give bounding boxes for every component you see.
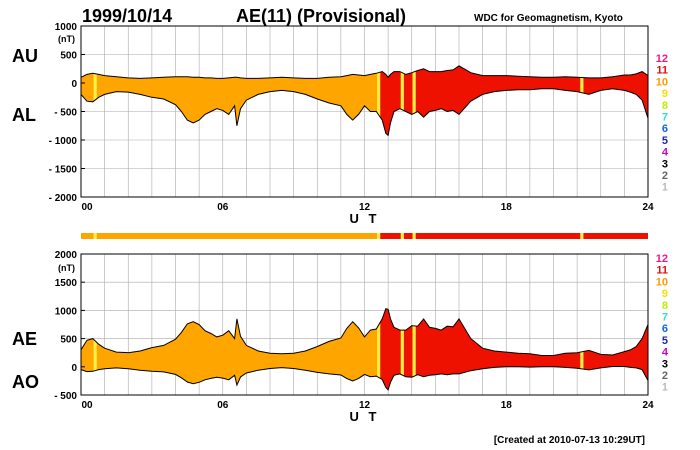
ae-ao-fill-low xyxy=(81,308,379,390)
activity-bar-stripe xyxy=(93,233,97,239)
date-title: 1999/10/14 xyxy=(82,6,172,26)
legend-station-count: 11 xyxy=(656,265,668,277)
activity-bar-low xyxy=(81,233,379,239)
au-label: AU xyxy=(12,46,38,66)
legend-station-count: 5 xyxy=(662,135,668,147)
data-highlight-stripe xyxy=(580,308,584,390)
y-tick-label: 500 xyxy=(60,51,77,62)
au-al-grid xyxy=(81,26,648,197)
x-tick-label: 12 xyxy=(359,400,371,411)
legend-station-count: 8 xyxy=(662,100,668,112)
legend-station-count: 6 xyxy=(662,123,668,135)
activity-bar-high xyxy=(378,233,648,239)
legend-station-count: 7 xyxy=(662,112,668,124)
y-tick-label: 0 xyxy=(71,79,77,90)
y-tick-label: - 1500 xyxy=(49,165,78,176)
data-highlight-stripe xyxy=(400,65,404,136)
ao-line xyxy=(80,366,649,391)
legend-station-count: 3 xyxy=(662,358,668,370)
legend-station-count: 12 xyxy=(656,253,668,265)
au-al-yunit: (nT) xyxy=(58,34,75,44)
x-tick-label: 06 xyxy=(217,400,229,411)
x-tick-label: 06 xyxy=(217,202,229,213)
ae-ao-yunit: (nT) xyxy=(58,263,75,273)
legend-station-count: 2 xyxy=(662,170,668,182)
legend-station-count: 10 xyxy=(656,76,668,88)
y-tick-label: - 2000 xyxy=(49,193,78,204)
ae-ao-xlabel: U T xyxy=(350,409,380,424)
ae-line xyxy=(80,308,649,356)
legend-station-count: 5 xyxy=(662,335,668,347)
legend-station-count: 4 xyxy=(662,347,669,359)
x-tick-label: 00 xyxy=(81,202,93,213)
x-tick-label: 12 xyxy=(359,202,371,213)
legend-station-count: 9 xyxy=(662,288,668,300)
au-line xyxy=(80,65,649,79)
y-tick-label: 0 xyxy=(71,363,77,374)
y-tick-label: 1000 xyxy=(55,22,78,33)
y-tick-label: 2000 xyxy=(55,250,78,261)
activity-bar-stripe xyxy=(412,233,416,239)
ae-ao-frame xyxy=(80,253,649,396)
al-line xyxy=(80,88,649,137)
legend-station-count: 1 xyxy=(662,382,668,394)
legend-station-count: 2 xyxy=(662,370,668,382)
ao-label: AO xyxy=(12,372,39,392)
legend-station-count: 1 xyxy=(662,182,668,194)
y-tick-label: 500 xyxy=(60,335,77,346)
x-tick-label: 18 xyxy=(501,400,513,411)
ae-ao-ticks: 2000 1500 1000 500 0 - 500 00 06 12 18 24 xyxy=(54,250,654,411)
index-title: AE(11) (Provisional) xyxy=(236,6,406,26)
x-tick-label: 00 xyxy=(81,400,93,411)
legend-station-count: 11 xyxy=(656,65,668,77)
data-highlight-stripe xyxy=(377,308,381,390)
x-tick-label: 24 xyxy=(642,400,654,411)
activity-bar-stripe xyxy=(400,233,404,239)
activity-bar xyxy=(81,233,648,239)
source-label: WDC for Geomagnetism, Kyoto xyxy=(474,13,623,24)
created-timestamp: [Created at 2010-07-13 10:29UT] xyxy=(494,435,645,446)
data-highlight-stripe xyxy=(400,308,404,390)
data-highlight-stripe xyxy=(412,308,416,390)
ae-label: AE xyxy=(12,329,37,349)
au-al-frame xyxy=(80,25,649,198)
au-al-lines xyxy=(80,65,649,137)
legend-station-count: 4 xyxy=(662,147,669,159)
legend-station-count: 6 xyxy=(662,323,668,335)
y-tick-label: - 500 xyxy=(54,391,77,402)
ae-ao-lines xyxy=(80,308,649,391)
x-tick-label: 18 xyxy=(501,202,513,213)
legend-station-count: 3 xyxy=(662,158,668,170)
y-tick-label: - 500 xyxy=(54,108,77,119)
y-tick-label: - 1000 xyxy=(49,136,78,147)
activity-bar-stripe xyxy=(377,233,381,239)
data-highlight-stripe xyxy=(412,65,416,136)
legend-station-count: 8 xyxy=(662,300,668,312)
x-tick-label: 24 xyxy=(642,202,654,213)
activity-bar-stripe xyxy=(580,233,584,239)
legend-station-count: 10 xyxy=(656,276,668,288)
legend-station-count: 12 xyxy=(656,53,668,65)
y-tick-label: 1000 xyxy=(55,306,78,317)
data-highlight-stripe xyxy=(93,308,97,390)
legend-station-count: 7 xyxy=(662,312,668,324)
y-tick-label: 1500 xyxy=(55,278,78,289)
data-highlight-stripe xyxy=(377,65,381,136)
al-label: AL xyxy=(12,105,36,125)
legend-station-count: 9 xyxy=(662,88,668,100)
au-al-xlabel: U T xyxy=(350,211,380,226)
